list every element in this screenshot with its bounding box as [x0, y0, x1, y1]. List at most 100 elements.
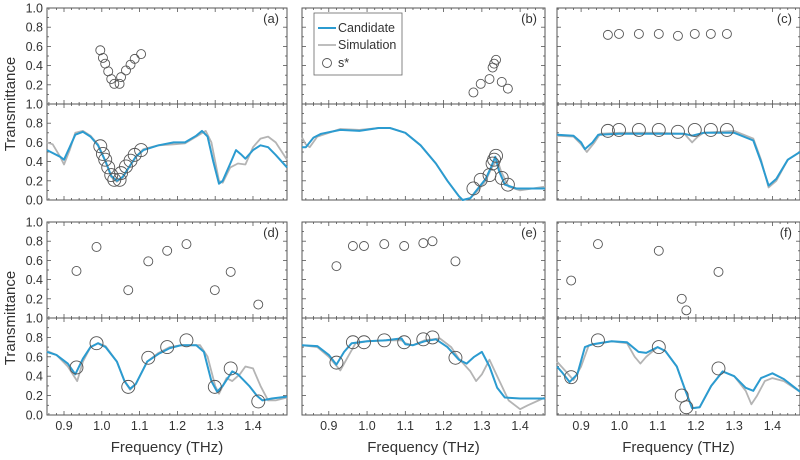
- s-star-point: [672, 30, 683, 41]
- x-tick-label: 1.4: [511, 419, 528, 433]
- s-star-point: [703, 122, 718, 137]
- s-star-point: [566, 275, 577, 286]
- s-star-point: [427, 236, 438, 247]
- s-star-point: [418, 238, 429, 249]
- s-star-point: [602, 29, 613, 40]
- candidate-line: [46, 342, 288, 402]
- s-star-point: [379, 239, 390, 250]
- x-tick-label: 1.4: [244, 419, 261, 433]
- s-star-point: [721, 28, 732, 39]
- s-star-point: [121, 379, 136, 394]
- top-axes-frame: [46, 7, 288, 105]
- x-axis-label: Frequency (THz): [111, 439, 224, 456]
- y-tick-label: 0.8: [26, 21, 43, 35]
- s-star-point: [377, 333, 392, 348]
- s-star-point: [160, 340, 175, 355]
- s-star-point: [489, 148, 503, 163]
- x-tick-label: 0.9: [55, 419, 72, 433]
- panel-f: (f) 0.9 1.0 1.1 1.2 1.3 1.4 Frequency (THz): [556, 221, 800, 456]
- candidate-line: [301, 337, 545, 400]
- y-tick-label: 0.4: [26, 273, 43, 287]
- panel-a: (a) 1.0 0.8 0.6 0.4 0.2 1.0 0.8 0.6 0.4 0.2 0.0 Tran…: [2, 2, 288, 208]
- s-star-point: [425, 330, 440, 345]
- s-star-point: [711, 361, 726, 376]
- s-star-point: [612, 122, 626, 137]
- y-tick-label: 0.2: [26, 389, 43, 403]
- s-star-point: [713, 266, 724, 277]
- legend-s-star-label: s*: [338, 56, 349, 70]
- top-axes-frame: [556, 7, 800, 105]
- s-star-point: [97, 52, 108, 63]
- s-star-point: [331, 261, 342, 272]
- s-star-point: [95, 146, 110, 161]
- x-tick-label: 1.0: [611, 419, 628, 433]
- s-star-point: [687, 122, 702, 137]
- panel-label: (c): [777, 11, 792, 26]
- bot-axes-frame: [556, 317, 800, 416]
- x-tick-label: 1.1: [131, 419, 148, 433]
- y-tick-label: 0.8: [26, 235, 43, 249]
- candidate-line: [556, 340, 800, 410]
- s-star-point: [116, 72, 127, 83]
- panel-label: (e): [521, 225, 537, 240]
- y-tick-label: 0.0: [26, 194, 43, 208]
- s-star-point: [121, 65, 131, 76]
- panel-label: (d): [263, 225, 279, 240]
- s-star-point: [681, 305, 692, 316]
- s-star-point: [114, 78, 125, 89]
- bot-axes-frame: [556, 103, 800, 201]
- y-tick-label: 1.0: [26, 216, 43, 230]
- s-star-point: [475, 78, 486, 89]
- s-star-point: [564, 370, 579, 385]
- s-star-point: [345, 335, 360, 350]
- s-star-point: [162, 245, 173, 256]
- s-star-point: [359, 241, 369, 251]
- s-star-point: [347, 241, 358, 251]
- s-star-point: [179, 333, 194, 348]
- y-tick-label: 0.6: [26, 254, 43, 268]
- s-star-point: [653, 245, 664, 256]
- y-tick-label: 0.6: [26, 40, 43, 54]
- candidate-line: [556, 131, 800, 187]
- y-tick-label: 0.8: [26, 331, 43, 345]
- s-star-point: [251, 394, 266, 409]
- s-star-point: [136, 49, 147, 60]
- x-tick-label: 1.3: [206, 419, 223, 433]
- s-star-point: [143, 256, 154, 267]
- s-star-point: [651, 340, 666, 355]
- y-tick-label: 0.6: [26, 136, 43, 150]
- s-star-point: [181, 239, 192, 250]
- s-star-point: [473, 172, 488, 187]
- s-star-point: [468, 87, 479, 98]
- x-tick-label: 1.2: [435, 419, 452, 433]
- simulation-line: [556, 340, 800, 410]
- x-axis-label: Frequency (THz): [367, 439, 480, 456]
- s-star-point: [223, 361, 238, 376]
- s-star-point: [491, 54, 501, 65]
- s-star-point: [676, 293, 687, 304]
- s-star-point: [487, 152, 502, 167]
- x-tick-label: 1.4: [764, 419, 781, 433]
- panel-label: (b): [521, 11, 537, 26]
- s-star-point: [600, 123, 615, 138]
- y-tick-label: 0.4: [26, 59, 43, 73]
- s-star-point: [631, 122, 646, 137]
- s-star-point: [502, 83, 513, 94]
- s-star-point: [614, 28, 624, 39]
- s-star-point: [93, 139, 108, 154]
- y-tick-label: 0.4: [26, 155, 43, 169]
- s-star-point: [357, 335, 371, 350]
- s-star-point: [500, 177, 515, 192]
- s-star-point: [209, 285, 220, 296]
- s-star-point: [689, 28, 700, 39]
- legend-candidate-label: Candidate: [338, 21, 395, 35]
- y-axis-label: Transmittance: [2, 271, 19, 365]
- s-star-point: [207, 379, 222, 394]
- panel-label: (a): [263, 11, 279, 26]
- x-tick-label: 1.3: [473, 419, 490, 433]
- s-star-point: [484, 74, 495, 84]
- y-tick-label: 1.0: [26, 2, 43, 16]
- x-tick-label: 1.3: [725, 419, 742, 433]
- s-star-point: [106, 74, 117, 84]
